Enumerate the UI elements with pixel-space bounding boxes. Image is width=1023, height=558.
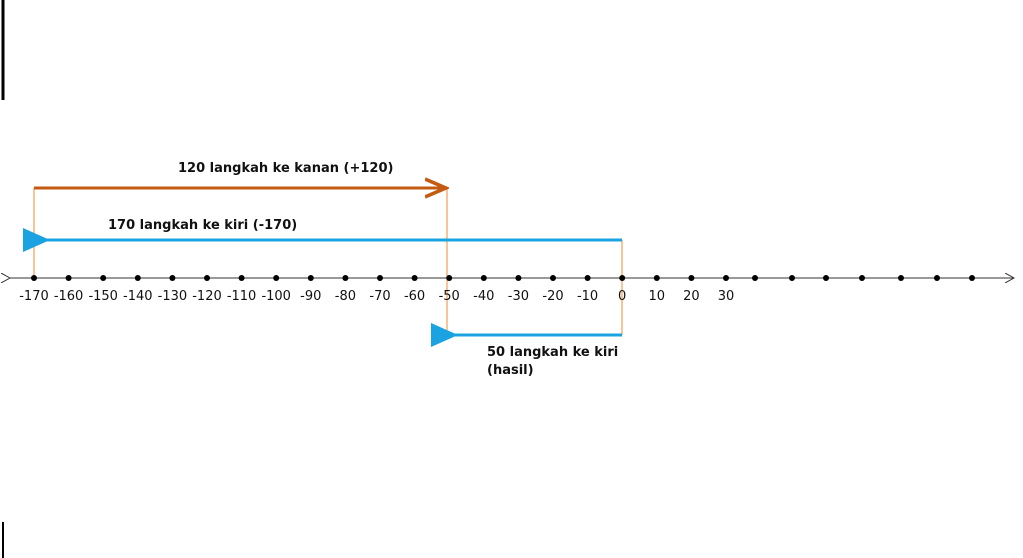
tick-label: -160 xyxy=(54,289,84,304)
tick-dot xyxy=(238,275,245,281)
tick-dot xyxy=(653,275,660,281)
tick-dot xyxy=(859,275,865,281)
tick-dot xyxy=(584,275,591,281)
tick-dot xyxy=(480,275,487,281)
tick-label: -100 xyxy=(261,289,291,304)
tick-label: -50 xyxy=(439,289,460,304)
tick-dot xyxy=(934,275,940,281)
tick-dot xyxy=(515,275,522,281)
tick-dot xyxy=(100,275,107,281)
tick-label: -90 xyxy=(300,289,321,304)
tick-label: -150 xyxy=(88,289,118,304)
tick-label: 10 xyxy=(649,289,666,304)
arrow-label: (hasil) xyxy=(487,363,534,378)
tick-dot xyxy=(752,275,758,281)
tick-dot xyxy=(446,275,453,281)
tick-label: 0 xyxy=(618,289,626,304)
tick-label: -30 xyxy=(508,289,529,304)
tick-label: -110 xyxy=(227,289,257,304)
tick-dot xyxy=(789,275,795,281)
tick-dot xyxy=(307,275,314,281)
tick-label: -60 xyxy=(404,289,425,304)
tick-label: 20 xyxy=(683,289,700,304)
tick-dot xyxy=(619,275,626,281)
tick-label: -70 xyxy=(369,289,390,304)
arrow-label: 50 langkah ke kiri xyxy=(487,345,618,360)
tick-dot xyxy=(342,275,349,281)
tick-dot xyxy=(898,275,904,281)
tick-dot xyxy=(377,275,383,281)
tick-dot xyxy=(723,275,729,281)
tick-dot xyxy=(688,275,695,281)
ticks: -170 -160 -150 -140 -130 -120 -110 -100 -90 -80 -7… xyxy=(19,275,975,304)
arrow-label: 170 langkah ke kiri (-170) xyxy=(108,218,297,233)
tick-dot xyxy=(969,275,975,281)
tick-dot xyxy=(31,275,37,281)
tick-label: 30 xyxy=(718,289,735,304)
tick-dot xyxy=(411,275,418,281)
tick-label: -10 xyxy=(577,289,598,304)
tick-dot xyxy=(823,275,829,281)
tick-label: -80 xyxy=(335,289,356,304)
tick-dot xyxy=(273,275,280,281)
tick-dot xyxy=(204,275,210,281)
tick-dot xyxy=(169,275,176,281)
tick-dot xyxy=(550,275,556,281)
tick-label: -130 xyxy=(158,289,188,304)
tick-label: -120 xyxy=(192,289,222,304)
tick-label: -170 xyxy=(19,289,49,304)
tick-dot xyxy=(65,275,72,281)
tick-label: -20 xyxy=(542,289,563,304)
arrow-label: 120 langkah ke kanan (+120) xyxy=(178,161,393,176)
tick-dot xyxy=(134,275,141,281)
tick-label: -40 xyxy=(473,289,494,304)
tick-label: -140 xyxy=(123,289,153,304)
